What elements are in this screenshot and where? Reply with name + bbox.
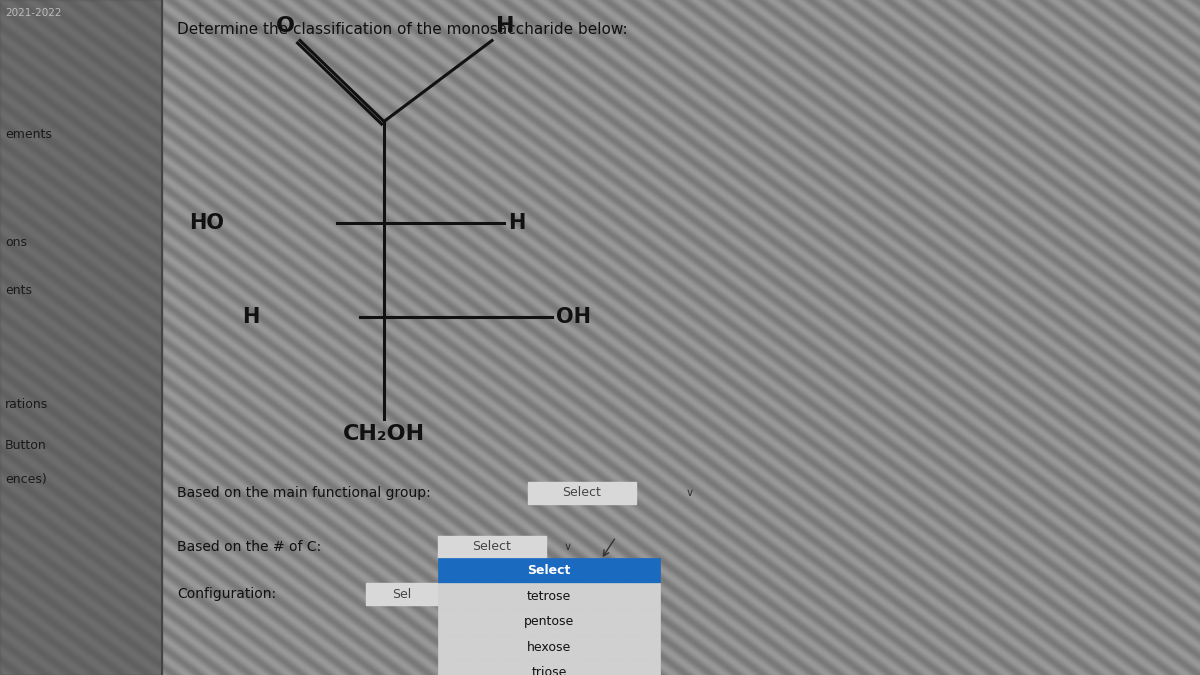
- Text: hexose: hexose: [527, 641, 571, 654]
- Text: 2021-2022: 2021-2022: [5, 8, 61, 18]
- Text: pentose: pentose: [524, 615, 574, 628]
- Bar: [438, 660, 660, 675]
- Bar: [438, 583, 660, 609]
- Bar: [438, 634, 660, 660]
- Text: Select: Select: [563, 486, 601, 500]
- Text: O: O: [276, 16, 295, 36]
- Bar: [366, 583, 438, 605]
- Text: Button: Button: [5, 439, 47, 452]
- Bar: [438, 609, 660, 634]
- Text: HO: HO: [190, 213, 224, 233]
- Text: Select: Select: [527, 564, 571, 577]
- Bar: [528, 482, 636, 504]
- Text: CH₂OH: CH₂OH: [343, 425, 425, 445]
- Text: Sel: Sel: [392, 587, 412, 601]
- Text: Determine the classification of the monosaccharide below:: Determine the classification of the mono…: [178, 22, 628, 37]
- Text: Configuration:: Configuration:: [178, 587, 276, 601]
- Text: ements: ements: [5, 128, 52, 142]
- Text: rations: rations: [5, 398, 48, 412]
- Text: H: H: [508, 213, 526, 233]
- Text: H: H: [242, 307, 260, 327]
- Text: triose: triose: [532, 666, 566, 675]
- Text: H: H: [496, 16, 515, 36]
- Text: ences): ences): [5, 472, 47, 486]
- Text: Select: Select: [473, 540, 511, 553]
- Text: tetrose: tetrose: [527, 589, 571, 603]
- Bar: [0, 0, 162, 675]
- Text: ∨: ∨: [564, 542, 572, 551]
- Text: Based on the main functional group:: Based on the main functional group:: [178, 486, 431, 500]
- Text: ons: ons: [5, 236, 28, 250]
- Bar: [438, 558, 660, 583]
- Text: OH: OH: [556, 307, 592, 327]
- Text: ∨: ∨: [686, 488, 694, 497]
- Bar: [438, 536, 546, 558]
- Text: Based on the # of C:: Based on the # of C:: [178, 540, 322, 553]
- Text: ents: ents: [5, 284, 32, 297]
